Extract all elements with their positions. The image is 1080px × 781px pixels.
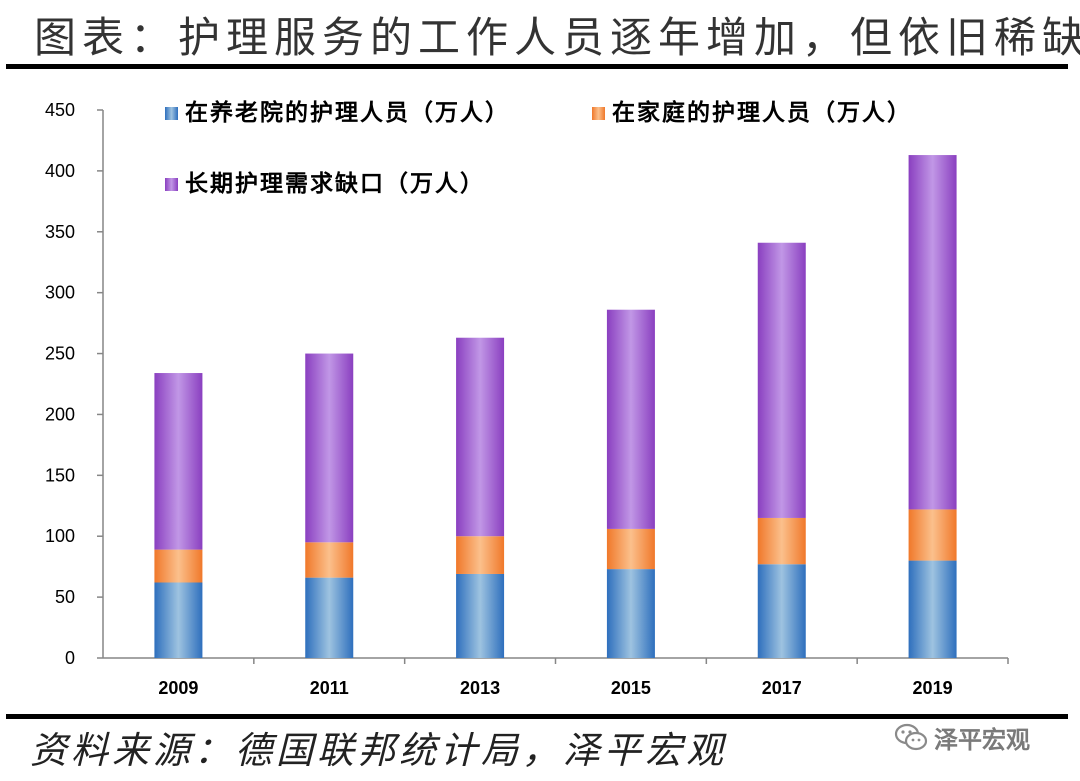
source-note: 资料来源：德国联邦统计局，泽平宏观 <box>30 729 727 772</box>
y-tick-label: 300 <box>45 283 75 303</box>
legend-swatch-2 <box>165 178 178 191</box>
x-tick-label: 2011 <box>310 678 349 698</box>
bar-segment-1-2009 <box>154 549 203 583</box>
bar-segment-2-2019 <box>908 155 957 510</box>
x-tick-label: 2013 <box>460 678 500 698</box>
legend-label-2: 长期护理需求缺口（万人） <box>185 170 485 197</box>
watermark: 泽平宏观 <box>894 722 1030 754</box>
bar-segment-2-2013 <box>456 337 505 537</box>
x-tick-label: 2015 <box>611 678 651 698</box>
legend-swatch-1 <box>592 107 605 120</box>
legend-label-0: 在养老院的护理人员（万人） <box>185 99 510 126</box>
bar-segment-0-2019 <box>908 560 957 658</box>
bar-segment-1-2013 <box>456 536 505 574</box>
bar-segment-0-2013 <box>456 573 505 658</box>
source-divider <box>6 714 1068 719</box>
bar-segment-2-2009 <box>154 373 203 550</box>
x-tick-label: 2009 <box>158 678 198 698</box>
x-tick-label: 2017 <box>762 678 802 698</box>
bar-segment-0-2011 <box>305 577 354 658</box>
bar-segment-0-2009 <box>154 582 203 658</box>
bar-segment-2-2015 <box>606 309 655 529</box>
y-tick-label: 100 <box>45 526 75 546</box>
y-tick-label: 400 <box>45 161 75 181</box>
y-tick-label: 450 <box>45 100 75 120</box>
bar-segment-1-2011 <box>305 542 354 578</box>
y-tick-label: 0 <box>65 648 75 668</box>
y-tick-label: 50 <box>55 587 75 607</box>
bar-segment-1-2017 <box>757 517 806 565</box>
bar-segment-1-2019 <box>908 509 957 561</box>
title-divider <box>6 64 1068 69</box>
y-tick-label: 150 <box>45 465 75 485</box>
wechat-icon <box>894 723 928 751</box>
legend-swatch-0 <box>165 107 178 120</box>
page-title: 图表：护理服务的工作人员逐年增加，但依旧稀缺 <box>34 13 1080 62</box>
y-tick-label: 350 <box>45 222 75 242</box>
y-tick-label: 200 <box>45 404 75 424</box>
y-tick-label: 250 <box>45 344 75 364</box>
x-tick-label: 2019 <box>913 678 953 698</box>
bar-segment-1-2015 <box>606 528 655 570</box>
bar-segment-0-2017 <box>757 564 806 658</box>
bar-segment-0-2015 <box>606 569 655 658</box>
bar-segment-2-2011 <box>305 353 354 543</box>
watermark-text: 泽平宏观 <box>934 725 1030 754</box>
bar-segment-2-2017 <box>757 242 806 518</box>
legend-label-1: 在家庭的护理人员（万人） <box>612 99 912 126</box>
